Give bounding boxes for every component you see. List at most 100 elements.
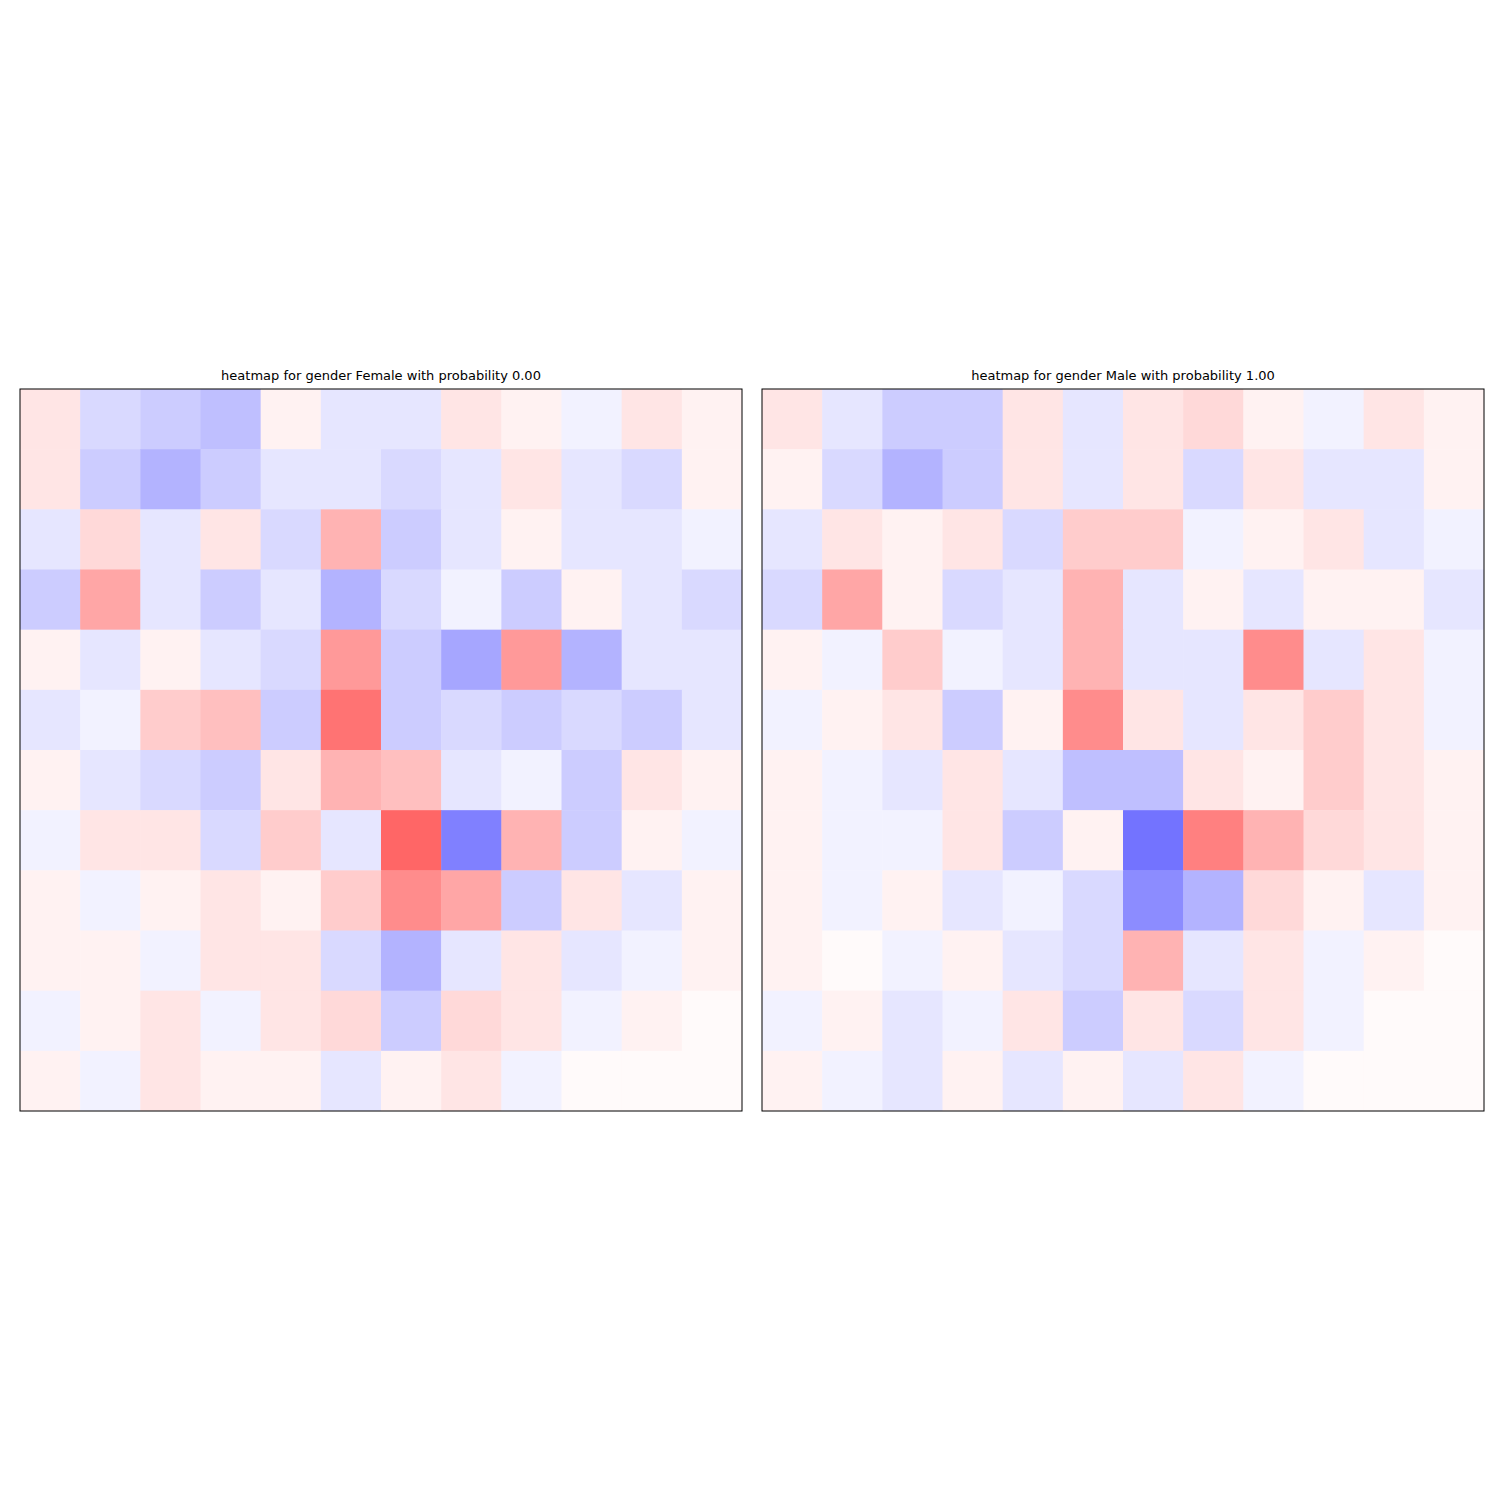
heatmap-cell — [1003, 449, 1064, 510]
heatmap-cell — [562, 509, 623, 570]
heatmap-cell — [943, 449, 1004, 510]
heatmap-cell — [1183, 750, 1244, 811]
heatmap-cell — [140, 1051, 201, 1111]
heatmap-cell — [140, 389, 201, 450]
heatmap-cell — [622, 991, 683, 1052]
heatmap-cell — [261, 389, 322, 450]
heatmap-cell — [762, 509, 823, 570]
heatmap-cell — [682, 1051, 742, 1111]
heatmap-cell — [381, 931, 442, 992]
heatmap-cell — [1183, 690, 1244, 751]
heatmap-cell — [1123, 449, 1184, 510]
heatmap-panel: heatmap for gender Female with probabili… — [20, 368, 743, 1112]
heatmap-cell — [80, 630, 141, 691]
heatmap-cell — [1243, 690, 1304, 751]
heatmap-cell — [622, 449, 683, 510]
heatmap-cell — [1364, 570, 1425, 631]
heatmap-cell — [682, 870, 742, 931]
heatmap-cell — [80, 870, 141, 931]
heatmap-cell — [943, 1051, 1004, 1111]
heatmap-cell — [1003, 690, 1064, 751]
heatmap-cell — [622, 630, 683, 691]
heatmap-cell — [1304, 690, 1365, 751]
heatmap-cell — [321, 931, 382, 992]
heatmap-cell — [321, 810, 382, 871]
heatmap-cell — [140, 630, 201, 691]
heatmap-cell — [1424, 750, 1484, 811]
heatmap-cell — [682, 931, 742, 992]
heatmap-cell — [682, 750, 742, 811]
heatmap-cell — [622, 389, 683, 450]
heatmap-cell — [1003, 870, 1064, 931]
heatmap-cell — [1063, 570, 1124, 631]
heatmap-cell — [501, 1051, 562, 1111]
heatmap-cell — [882, 690, 943, 751]
heatmap-cell — [140, 750, 201, 811]
heatmap-cell — [140, 570, 201, 631]
heatmap-cell — [1183, 509, 1244, 570]
heatmap-cell — [261, 1051, 322, 1111]
heatmap-cell — [1304, 570, 1365, 631]
heatmap-cell — [261, 630, 322, 691]
heatmap-cell — [762, 750, 823, 811]
heatmap-cell — [1123, 991, 1184, 1052]
heatmap-cell — [562, 449, 623, 510]
heatmap-cell — [80, 810, 141, 871]
heatmap-cell — [1183, 1051, 1244, 1111]
heatmap-cell — [822, 690, 883, 751]
heatmap-cell — [1183, 389, 1244, 450]
heatmap-cell — [1243, 389, 1304, 450]
heatmap-cell — [1123, 570, 1184, 631]
heatmap-cell — [201, 991, 262, 1052]
heatmap-cell — [882, 750, 943, 811]
heatmap-cell — [381, 389, 442, 450]
heatmap-cell — [80, 931, 141, 992]
heatmap-cell — [762, 570, 823, 631]
heatmap-cell — [1003, 810, 1064, 871]
heatmap-cell — [80, 570, 141, 631]
heatmap-cell — [20, 750, 81, 811]
heatmap-cell — [622, 931, 683, 992]
heatmap-cell — [140, 991, 201, 1052]
heatmap-cell — [1003, 630, 1064, 691]
heatmap-cell — [1364, 630, 1425, 691]
heatmap-cell — [321, 1051, 382, 1111]
heatmap-cell — [1364, 690, 1425, 751]
heatmap-cell — [441, 931, 502, 992]
heatmap-cell — [20, 570, 81, 631]
heatmap-cell — [882, 449, 943, 510]
heatmap-cell — [1243, 1051, 1304, 1111]
heatmap-cell — [321, 750, 382, 811]
heatmap-cell — [1424, 570, 1484, 631]
heatmap-cell — [1243, 630, 1304, 691]
heatmap-cell — [321, 991, 382, 1052]
heatmap-cell — [1243, 750, 1304, 811]
heatmap-cell — [1424, 449, 1484, 510]
heatmap-cell — [1003, 750, 1064, 811]
heatmap-cell — [762, 630, 823, 691]
axes-frame — [762, 389, 1484, 1111]
heatmap-cell — [1123, 931, 1184, 992]
heatmap-cell — [140, 449, 201, 510]
heatmap-cell — [1364, 991, 1425, 1052]
heatmap-cell — [622, 509, 683, 570]
heatmap-cell — [1243, 449, 1304, 510]
heatmap-cell — [943, 630, 1004, 691]
heatmap-cell — [201, 389, 262, 450]
heatmap-cell — [501, 810, 562, 871]
heatmap-cell — [261, 870, 322, 931]
heatmap-cell — [261, 750, 322, 811]
heatmap-cell — [1243, 991, 1304, 1052]
heatmap-cell — [501, 931, 562, 992]
heatmap-cell — [822, 750, 883, 811]
heatmap-cell — [822, 931, 883, 992]
heatmap-cell — [562, 991, 623, 1052]
heatmap-cell — [1003, 931, 1064, 992]
heatmap-cell — [622, 870, 683, 931]
heatmap-cell — [140, 810, 201, 871]
heatmap-cell — [822, 570, 883, 631]
heatmap-cell — [201, 690, 262, 751]
heatmap-cell — [261, 509, 322, 570]
heatmap-cell — [1304, 389, 1365, 450]
heatmap-cell — [682, 991, 742, 1052]
